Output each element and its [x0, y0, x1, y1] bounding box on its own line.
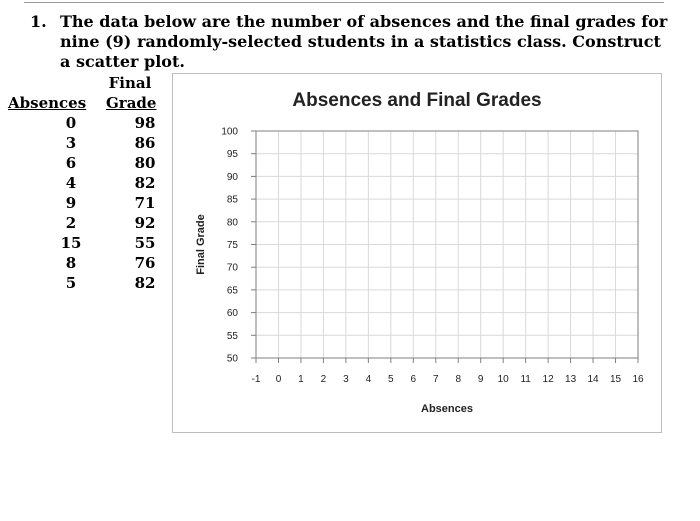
absences-cell: 2: [65, 214, 77, 232]
x-axis-title: Absences: [421, 403, 473, 415]
x-tick-label: 4: [366, 374, 372, 385]
y-tick-label: 70: [227, 263, 239, 274]
x-tick-label: -1: [252, 374, 261, 385]
absences-cell: 0: [65, 114, 77, 132]
grade-cell: 86: [134, 134, 156, 152]
tick-labels: -1 0 1 2 3 4 5 6 7 8 9 10 11 12 13 14 15 1650556065707580…: [221, 127, 644, 386]
grade-cell: 76: [134, 254, 156, 272]
absences-cell: 9: [65, 194, 77, 212]
x-tick-label: 14: [587, 374, 599, 385]
header-final: Final: [108, 74, 152, 92]
y-tick-label: 50: [227, 354, 239, 365]
header-absences: Absences: [8, 94, 87, 112]
x-tick-label: 12: [543, 374, 555, 385]
chart-area: Absences and Final Grades -1 0 1 2 3 4 5 6 7 8 9 10…: [172, 73, 662, 433]
absences-cell: 8: [65, 254, 77, 272]
y-tick-label: 100: [221, 127, 238, 138]
x-tick-label: 15: [610, 374, 622, 385]
y-tick-label: 65: [227, 285, 239, 296]
absences-cell: 5: [65, 274, 77, 292]
scatter-plot: -1 0 1 2 3 4 5 6 7 8 9 10 11 12 13 14 15 1650556065707580…: [195, 127, 644, 416]
axis-layer: [251, 130, 639, 363]
absences-cell: 4: [65, 174, 77, 192]
grade-cell: 82: [134, 274, 156, 292]
grade-cell: 55: [134, 234, 156, 252]
x-tick-label: 1: [298, 374, 304, 385]
grid-layer: [256, 131, 638, 358]
question-text: The data below are the number of absence…: [60, 12, 668, 71]
x-tick-label: 13: [565, 374, 577, 385]
absences-cell: 15: [60, 234, 82, 252]
x-tick-label: 8: [455, 374, 461, 385]
question-number: 1.: [30, 12, 47, 31]
x-tick-label: 10: [498, 374, 510, 385]
chart-title: Absences and Final Grades: [292, 90, 542, 111]
x-tick-label: 3: [343, 374, 349, 385]
grade-cell: 71: [134, 194, 156, 212]
x-tick-label: 5: [388, 374, 394, 385]
y-tick-label: 55: [227, 331, 239, 342]
y-tick-label: 95: [227, 149, 239, 160]
grade-cell: 98: [134, 114, 156, 132]
grade-cell: 92: [134, 214, 156, 232]
y-tick-label: 60: [227, 308, 239, 319]
grade-cell: 82: [134, 174, 156, 192]
top-rule: [24, 2, 664, 3]
x-tick-label: 2: [321, 374, 327, 385]
x-tick-label: 7: [433, 374, 439, 385]
x-tick-label: 0: [276, 374, 282, 385]
y-axis-title: Final Grade: [195, 214, 207, 275]
x-tick-label: 16: [632, 374, 644, 385]
y-tick-label: 85: [227, 195, 239, 206]
header-grade: Grade: [106, 94, 157, 112]
x-tick-label: 6: [411, 374, 417, 385]
absences-cell: 3: [65, 134, 77, 152]
y-tick-label: 90: [227, 172, 239, 183]
y-tick-label: 75: [227, 240, 239, 251]
x-tick-label: 11: [520, 374, 531, 385]
absences-cell: 6: [65, 154, 77, 172]
y-tick-label: 80: [227, 217, 239, 228]
grade-cell: 80: [134, 154, 156, 172]
x-tick-label: 9: [478, 374, 484, 385]
